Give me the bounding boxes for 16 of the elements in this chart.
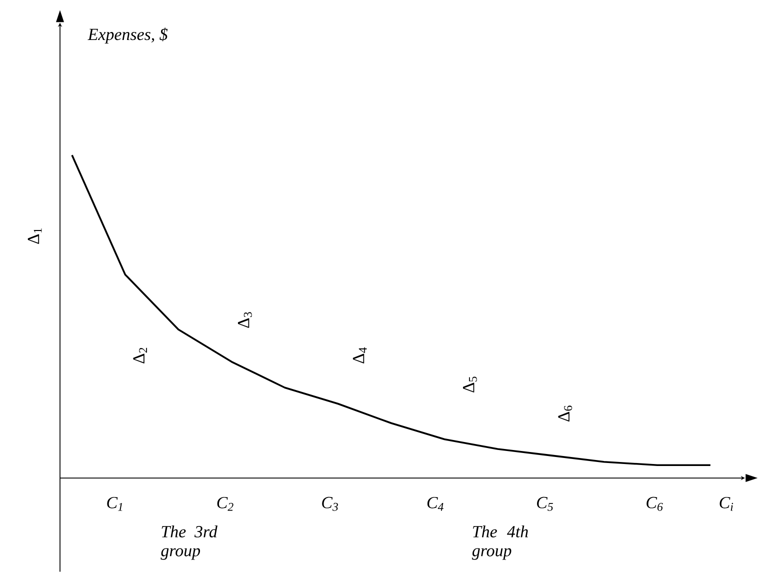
text: The 4th group: [472, 525, 528, 560]
text: C$_{2}$: [217, 496, 234, 511]
annotation: Δ$_{5}$: [462, 376, 477, 392]
annotation: Δ$_{3}$: [238, 312, 252, 328]
annotation: Δ$_{4}$: [352, 347, 367, 364]
text: Δ$_{1}$: [28, 228, 42, 244]
text: C$_{5}$: [537, 496, 553, 511]
annotation: Δ$_{2}$: [133, 348, 147, 364]
text: C$_{3}$: [322, 496, 338, 511]
text: C$_{1}$: [107, 496, 122, 511]
text: C$_{4}$: [427, 496, 444, 511]
text: C$_{6}$: [646, 496, 663, 511]
text: C$_{i}$: [720, 496, 734, 511]
text: Expenses, $: [88, 28, 168, 44]
text: The 3rd group: [160, 525, 218, 560]
annotation: Δ$_{6}$: [558, 406, 572, 422]
